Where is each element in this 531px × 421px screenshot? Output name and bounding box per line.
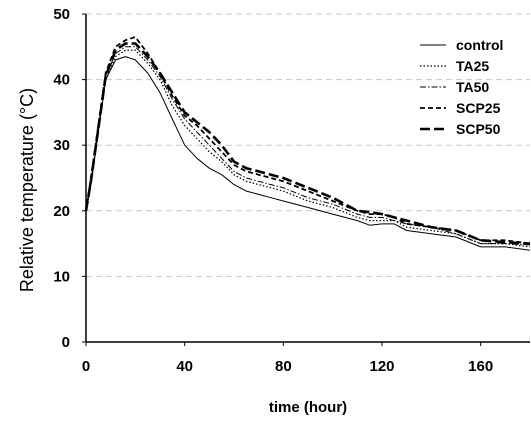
x-tick-label-160: 160 [468,358,493,375]
series-line-ta25 [85,49,531,248]
series-line-scp50 [84,42,531,245]
x-tick-label-40: 40 [176,358,193,375]
legend-label-scp50: SCP50 [456,121,501,137]
y-tick-label-50: 50 [53,6,70,23]
legend-label-ta50: TA50 [456,79,489,95]
axes [85,14,530,343]
legend-label-control: control [456,37,503,53]
legend-label-ta25: TA25 [456,58,489,74]
series-group [84,36,531,251]
y-tick-label-10: 10 [53,268,70,285]
series-line-ta50 [85,46,531,246]
y-tick-label-40: 40 [53,72,70,89]
tick-labels: 0 10 20 30 40 50 0 40 80 120 160 [53,6,493,375]
y-tick-label-0: 0 [62,334,70,351]
series-line-control [85,56,531,251]
x-tick-label-80: 80 [275,358,292,375]
x-tick-label-120: 120 [369,358,394,375]
y-tick-label-30: 30 [53,137,70,154]
x-axis-title: time (hour) [269,399,347,416]
x-tick-label-0: 0 [82,358,90,375]
legend: control TA25 TA50 SCP25 SCP50 [420,37,503,137]
y-tick-label-20: 20 [53,203,70,220]
y-axis-title: Relative temperature (°C) [17,88,37,292]
legend-label-scp25: SCP25 [456,100,501,116]
series-line-scp25 [85,36,531,245]
